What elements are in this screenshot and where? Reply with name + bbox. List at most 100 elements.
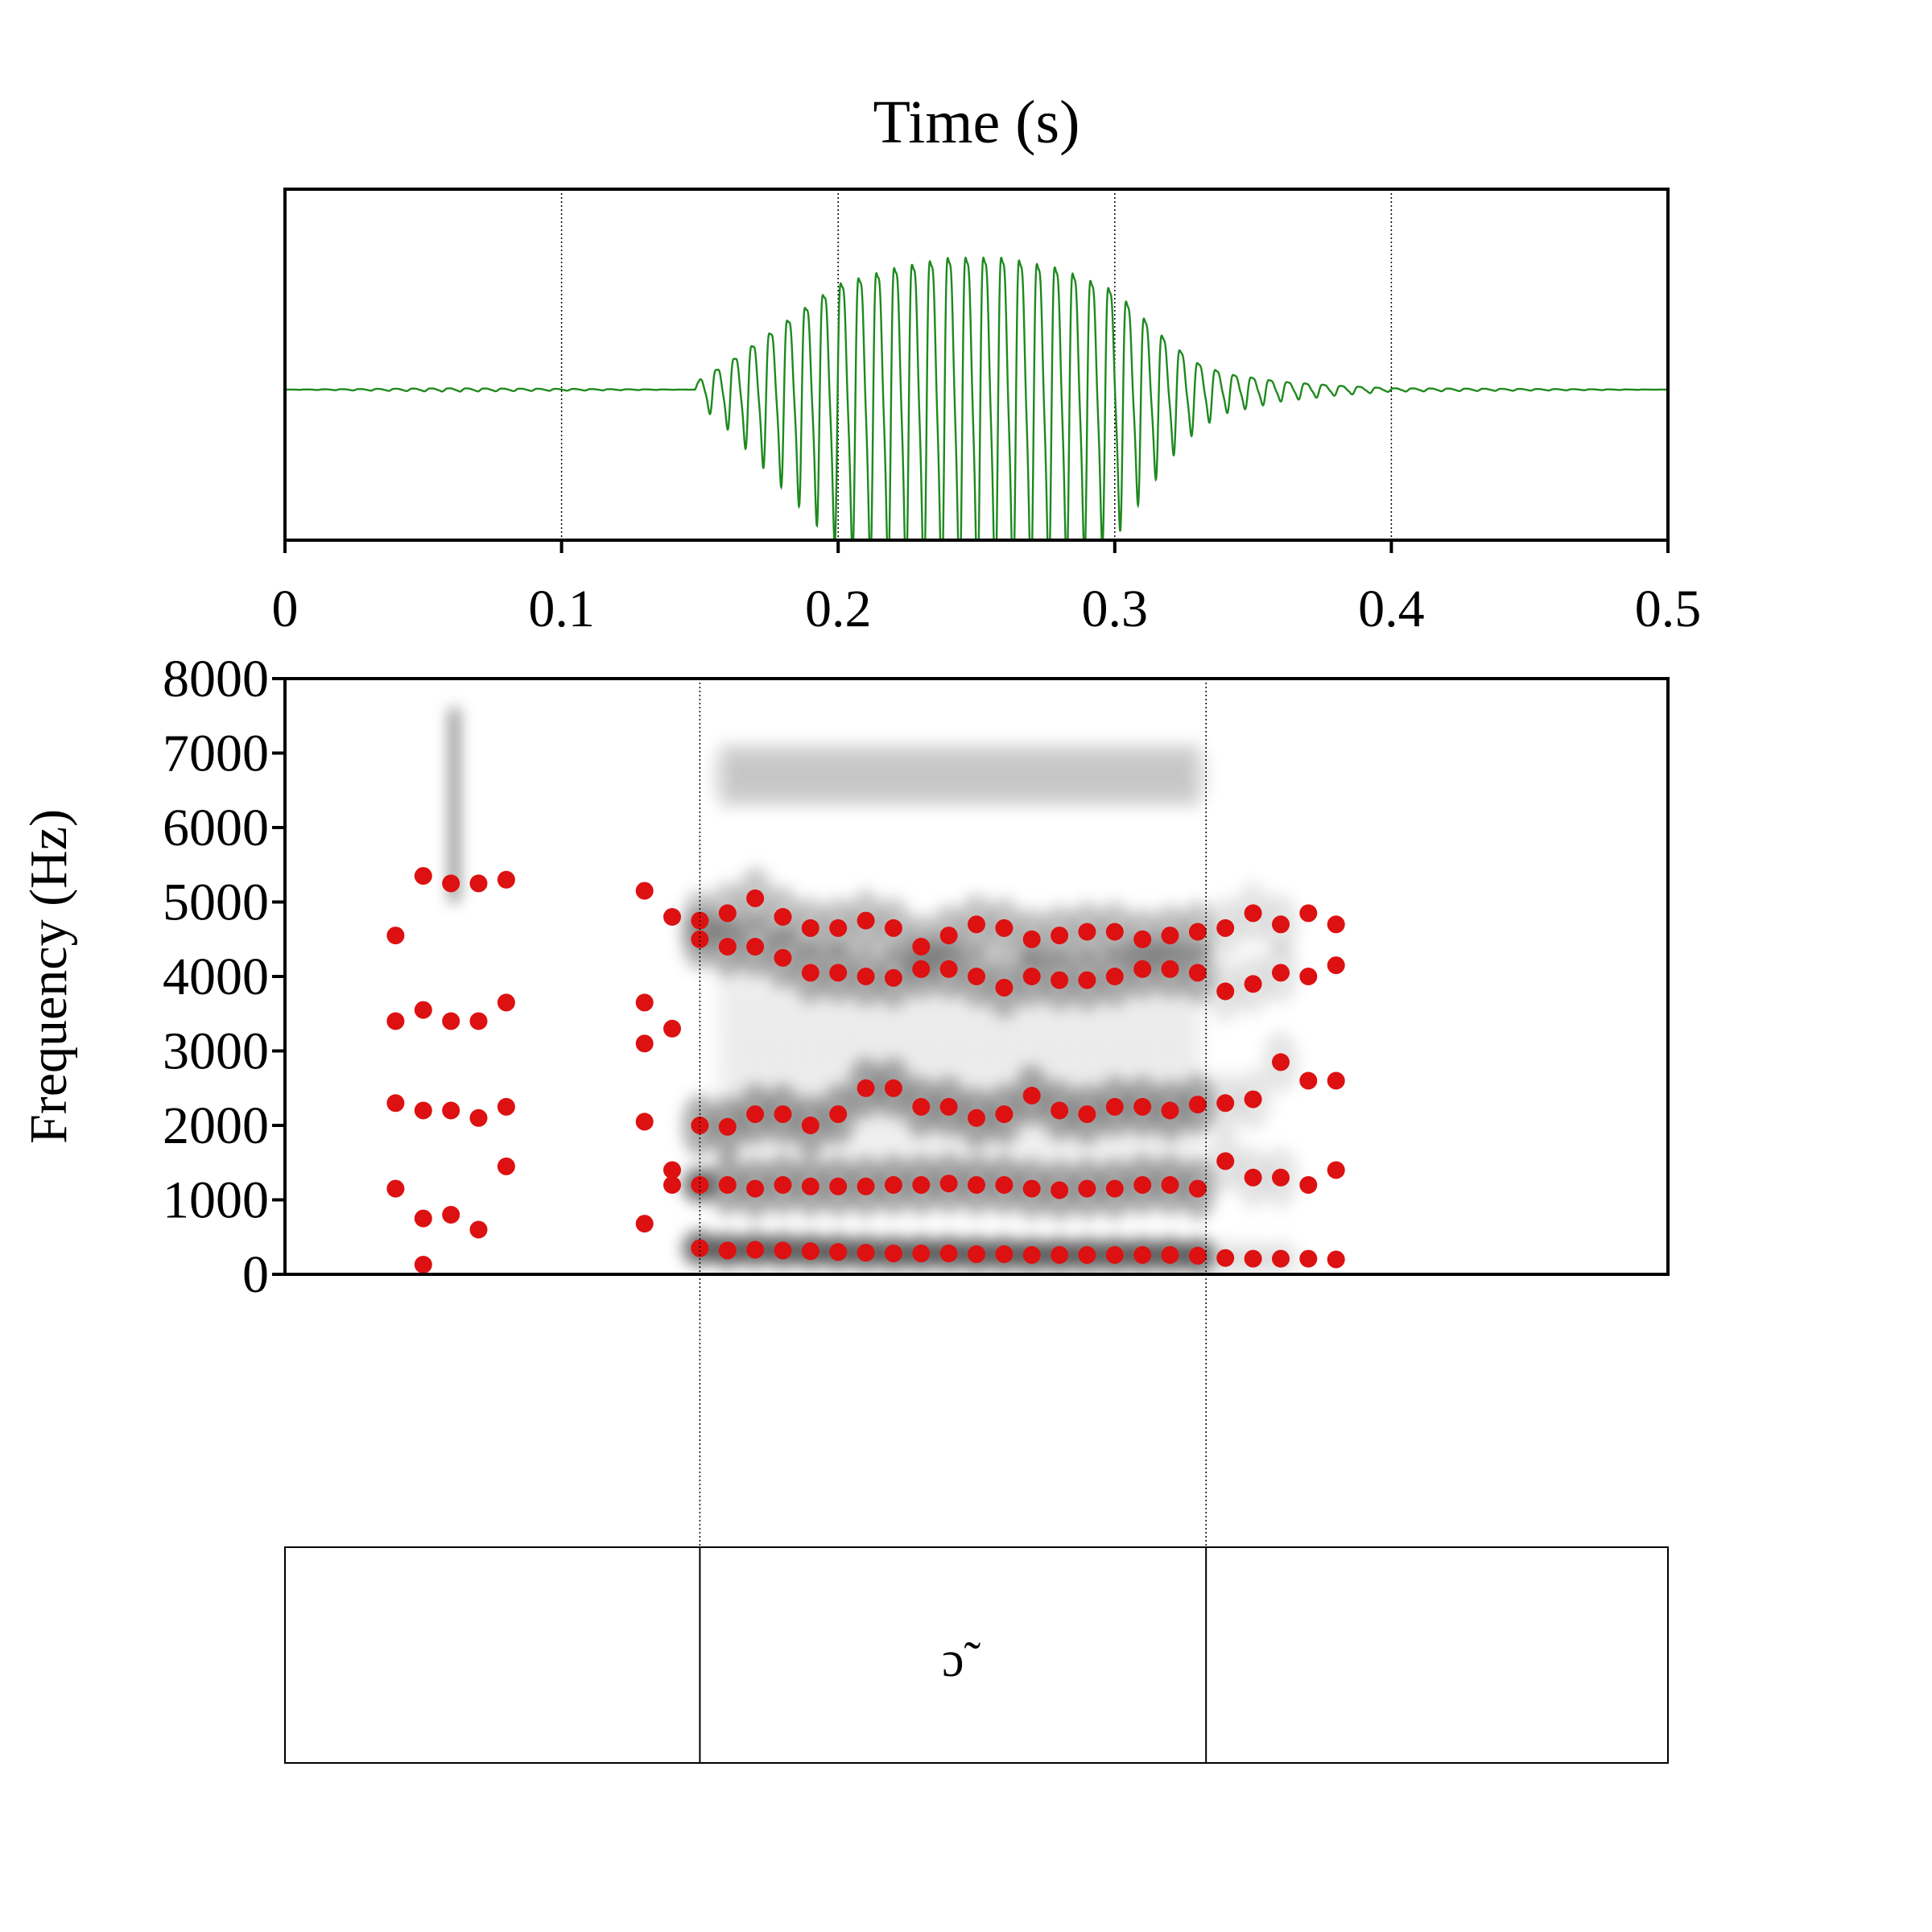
formant-point xyxy=(635,1034,654,1053)
formant-point xyxy=(691,930,709,948)
formant-point xyxy=(691,1176,709,1194)
formant-point xyxy=(1105,1097,1124,1116)
formant-point xyxy=(995,978,1013,997)
formant-point xyxy=(829,1177,848,1195)
formant-point xyxy=(1188,923,1207,941)
formant-point xyxy=(746,1241,765,1259)
formant-point xyxy=(857,911,875,930)
formant-point xyxy=(1272,915,1290,934)
formant-point xyxy=(497,870,515,889)
formant-point xyxy=(829,919,848,937)
formant-point xyxy=(1161,1246,1179,1264)
energy-blob xyxy=(1179,906,1206,1196)
formant-point xyxy=(884,1176,902,1194)
formant-point xyxy=(1022,1179,1041,1198)
formant-point xyxy=(1051,1181,1069,1199)
formant-point xyxy=(1105,968,1124,985)
formant-point xyxy=(829,1105,848,1124)
formant-point xyxy=(1161,1176,1179,1194)
formant-point xyxy=(774,1176,792,1194)
formant-point xyxy=(718,1117,737,1136)
formant-point xyxy=(968,1245,985,1263)
frequency-tick-label: 1000 xyxy=(163,1171,269,1230)
formant-point xyxy=(1244,1249,1262,1268)
formant-point xyxy=(1133,960,1152,978)
formant-point xyxy=(801,1177,819,1195)
time-tick-label: 0.5 xyxy=(1635,580,1702,638)
formant-point xyxy=(912,1176,931,1194)
time-tick-label: 0 xyxy=(272,580,299,638)
formant-point xyxy=(1272,1053,1290,1071)
formant-point xyxy=(442,1206,460,1224)
formant-point xyxy=(414,1001,432,1019)
formant-point xyxy=(968,915,985,934)
formant-tracks xyxy=(386,867,1345,1274)
formant-point xyxy=(1216,1094,1235,1113)
formant-point xyxy=(1299,1176,1318,1194)
frequency-axis-ticks: 0 1000 2000 3000 4000 5000 6000 7000 8000 xyxy=(163,650,285,1304)
formant-point xyxy=(497,1157,515,1175)
formant-point xyxy=(1216,1249,1235,1267)
frequency-tick-label: 2000 xyxy=(163,1096,269,1155)
formant-point xyxy=(1272,1249,1290,1268)
waveform-gridlines xyxy=(560,189,1393,540)
formant-point xyxy=(1216,1152,1235,1170)
formant-point xyxy=(746,889,765,907)
formant-point xyxy=(1327,956,1345,975)
energy-blob xyxy=(1178,741,1208,810)
formant-point xyxy=(386,1179,405,1198)
time-axis-title: Time (s) xyxy=(873,89,1080,156)
formant-point xyxy=(1078,1246,1096,1264)
time-tick-label: 0.3 xyxy=(1082,580,1149,638)
formant-point xyxy=(829,964,848,982)
formant-point xyxy=(1051,927,1069,945)
formant-point xyxy=(386,927,405,945)
formant-point xyxy=(995,919,1013,937)
formant-point xyxy=(1078,1105,1096,1124)
formant-point xyxy=(1299,1071,1318,1090)
formant-point xyxy=(1078,971,1096,989)
spectrogram-panel: 0 1000 2000 3000 4000 5000 6000 7000 8000 Freque… xyxy=(19,650,1670,1304)
formant-point xyxy=(1022,968,1041,985)
formant-point xyxy=(1244,1168,1262,1187)
formant-point xyxy=(801,1242,819,1261)
formant-point xyxy=(1188,964,1207,982)
formant-point xyxy=(635,881,654,900)
formant-point xyxy=(995,1245,1013,1263)
formant-point xyxy=(774,908,792,926)
formant-point xyxy=(1272,964,1290,982)
formant-point xyxy=(912,1097,931,1116)
annotation-tier: ɔ̃ xyxy=(284,1546,1669,1764)
formant-point xyxy=(1272,1168,1290,1187)
formant-point xyxy=(414,867,432,886)
formant-point xyxy=(939,927,958,945)
frequency-tick-label: 8000 xyxy=(163,650,269,708)
formant-point xyxy=(718,904,737,923)
time-tick-label: 0.4 xyxy=(1358,580,1425,638)
waveform-frame xyxy=(283,188,1670,542)
formant-point xyxy=(884,919,902,937)
formant-point xyxy=(939,1245,958,1263)
formant-point xyxy=(801,964,819,982)
formant-point xyxy=(469,1012,488,1030)
formant-point xyxy=(663,1176,681,1194)
formant-point xyxy=(884,968,902,987)
formant-point xyxy=(1188,1179,1207,1198)
formant-point xyxy=(1188,1096,1207,1114)
formant-point xyxy=(1244,1090,1262,1108)
frequency-tick-label: 0 xyxy=(242,1245,269,1304)
formant-point xyxy=(1161,1101,1179,1120)
frequency-tick-label: 3000 xyxy=(163,1022,269,1081)
frequency-tick-label: 5000 xyxy=(163,873,269,932)
formant-point xyxy=(718,938,737,956)
formant-point xyxy=(1078,1179,1096,1198)
formant-point xyxy=(1133,1246,1152,1264)
formant-point xyxy=(884,1245,902,1263)
formant-point xyxy=(1078,923,1096,941)
formant-point xyxy=(1216,982,1235,1001)
segment-boundaries xyxy=(699,679,1208,1763)
formant-point xyxy=(442,874,460,893)
frequency-tick-label: 7000 xyxy=(163,724,269,783)
formant-point xyxy=(968,1176,985,1194)
formant-point xyxy=(635,1113,654,1131)
